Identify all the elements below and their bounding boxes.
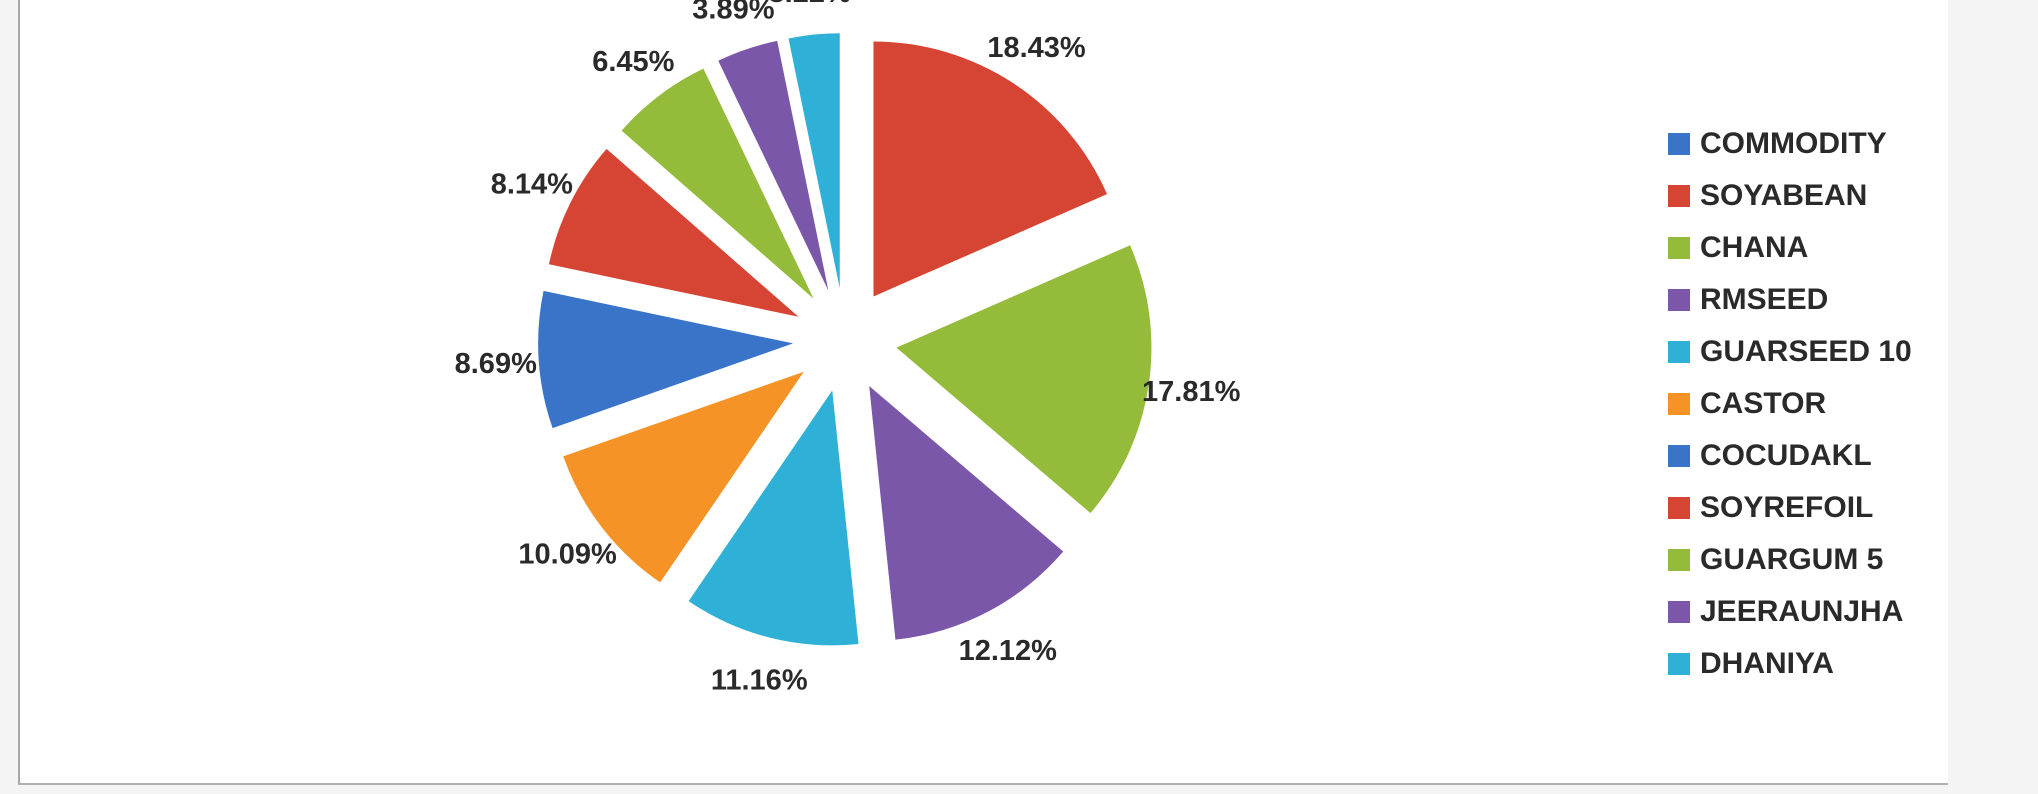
pie-slice-jeeraunjha (718, 40, 829, 291)
legend-label: CHANA (1700, 231, 1809, 264)
pie-slice-guarseed-10 (688, 390, 859, 646)
legend-item-chana: CHANA (1668, 222, 1912, 274)
legend-label: CASTOR (1700, 387, 1827, 420)
legend-label: SOYREFOIL (1700, 491, 1874, 524)
legend-item-soyrefoil: SOYREFOIL (1668, 482, 1912, 534)
legend-label: GUARGUM 5 (1700, 543, 1884, 576)
slice-label-dhaniya: 3.22% (769, 0, 851, 9)
legend-swatch (1668, 653, 1690, 675)
chart-area: 18.43% 17.81% 12.12% 11.16% 10.09% 8.69% 8.14%… (18, 0, 1948, 785)
legend-item-commodity: COMMODITY (1668, 118, 1912, 170)
legend-label: COCUDAKL (1700, 439, 1872, 472)
legend-label: RMSEED (1700, 283, 1829, 316)
legend-swatch (1668, 445, 1690, 467)
legend-item-cocudakl: COCUDAKL (1668, 430, 1912, 482)
slice-label-soyabean: 18.43% (987, 32, 1086, 64)
slice-label-jeeraunjha: 3.89% (692, 0, 774, 25)
legend-swatch (1668, 133, 1690, 155)
legend-swatch (1668, 185, 1690, 207)
slice-label-cocudakl: 8.69% (455, 348, 537, 380)
legend-label: JEERAUNJHA (1700, 595, 1904, 628)
legend-item-soyabean: SOYABEAN (1668, 170, 1912, 222)
legend-item-rmseed: RMSEED (1668, 274, 1912, 326)
legend-swatch (1668, 549, 1690, 571)
pie-slice-soyrefoil (548, 148, 799, 317)
legend-swatch (1668, 601, 1690, 623)
slice-label-guargum-5: 6.45% (592, 46, 674, 78)
legend: COMMODITY SOYABEAN CHANA RMSEED GUARSEED 10 C… (1668, 118, 1912, 690)
pie-slice-rmseed (869, 386, 1064, 640)
slice-label-rmseed: 12.12% (959, 635, 1058, 667)
pie-slice-cocudakl (538, 290, 794, 429)
legend-item-jeeraunjha: JEERAUNJHA (1668, 586, 1912, 638)
legend-swatch (1668, 497, 1690, 519)
slice-label-guarseed-10: 11.16% (711, 664, 808, 696)
legend-item-guargum-5: GUARGUM 5 (1668, 534, 1912, 586)
slice-label-chana: 17.81% (1142, 376, 1241, 408)
legend-label: SOYABEAN (1700, 179, 1868, 212)
pie-slice-dhaniya (788, 33, 840, 289)
legend-swatch (1668, 237, 1690, 259)
legend-swatch (1668, 341, 1690, 363)
legend-item-guarseed-10: GUARSEED 10 (1668, 326, 1912, 378)
legend-item-castor: CASTOR (1668, 378, 1912, 430)
pie-slice-castor (563, 371, 804, 583)
legend-swatch (1668, 289, 1690, 311)
legend-label: DHANIYA (1700, 647, 1834, 680)
pie-slice-guargum-5 (621, 68, 814, 299)
slice-label-soyrefoil: 8.14% (491, 169, 573, 201)
pie-slice-soyabean (873, 41, 1108, 297)
legend-item-dhaniya: DHANIYA (1668, 638, 1912, 690)
slice-label-castor: 10.09% (518, 538, 617, 570)
pie-slice-chana (896, 245, 1152, 514)
legend-label: COMMODITY (1700, 127, 1887, 160)
legend-swatch (1668, 393, 1690, 415)
pie-chart: 18.43% 17.81% 12.12% 11.16% 10.09% 8.69% 8.14%… (455, 0, 1241, 696)
legend-label: GUARSEED 10 (1700, 335, 1912, 368)
